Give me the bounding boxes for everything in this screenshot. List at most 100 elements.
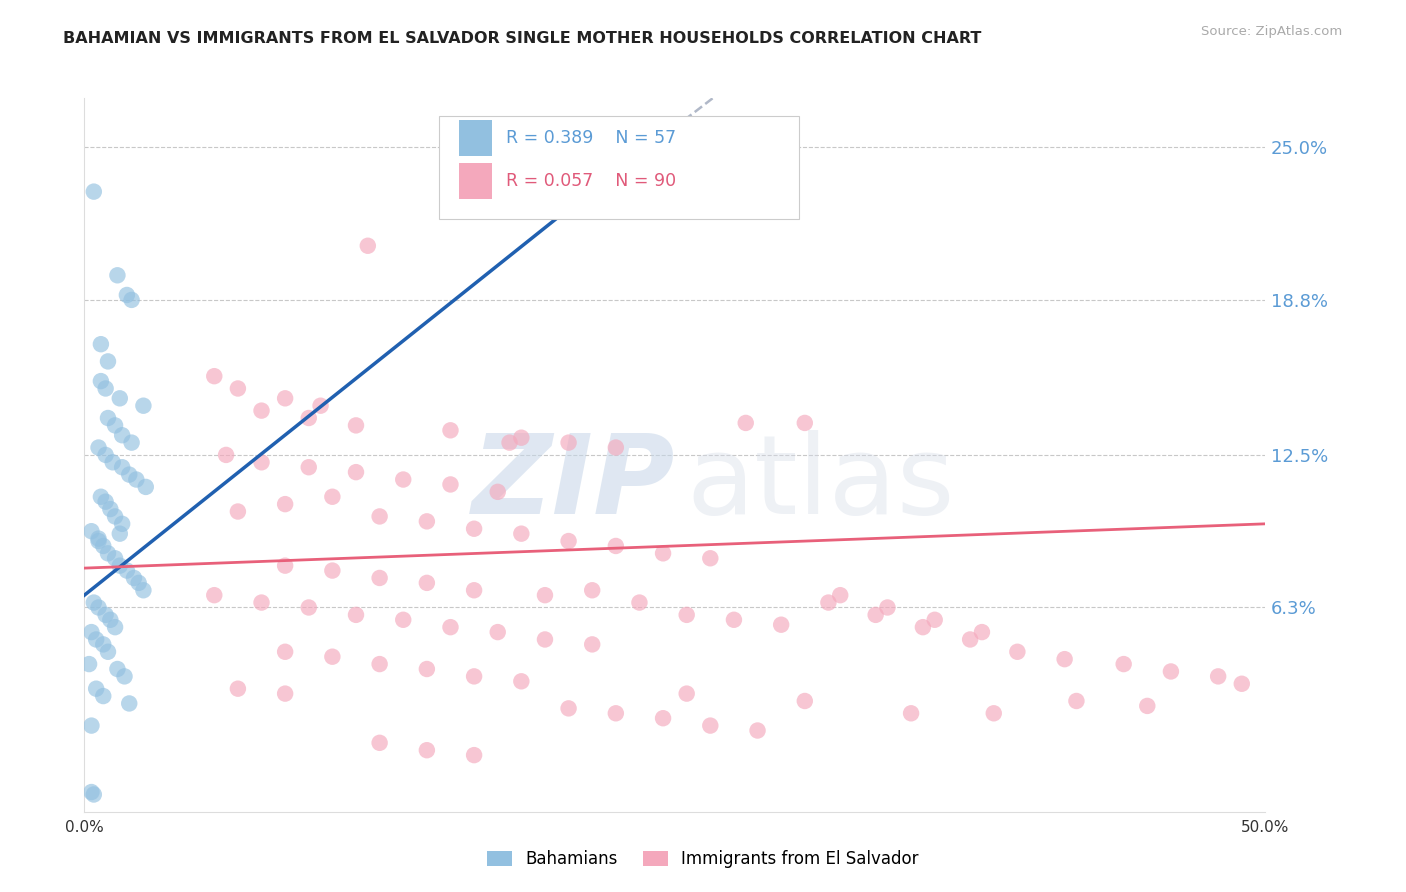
Point <box>80 718 103 732</box>
Point <box>111 460 134 475</box>
Point <box>80 625 103 640</box>
Point <box>983 706 1005 721</box>
Point <box>463 583 485 598</box>
Point <box>817 596 839 610</box>
Point <box>734 416 756 430</box>
Point <box>876 600 898 615</box>
Point <box>250 596 273 610</box>
Point <box>1206 669 1229 683</box>
Point <box>226 382 249 396</box>
Point <box>226 504 249 518</box>
Point <box>132 399 155 413</box>
Point <box>1230 677 1253 691</box>
Point <box>463 522 485 536</box>
Point <box>699 551 721 566</box>
Point <box>793 416 815 430</box>
Point <box>368 736 391 750</box>
Point <box>91 539 114 553</box>
Point <box>652 546 675 560</box>
Point <box>392 613 415 627</box>
Point <box>793 694 815 708</box>
Point <box>510 431 533 445</box>
Point <box>534 588 557 602</box>
Point <box>1160 665 1182 679</box>
Point <box>97 546 120 560</box>
Point <box>486 625 509 640</box>
Point <box>581 637 603 651</box>
Point <box>723 613 745 627</box>
Point <box>274 687 297 701</box>
Point <box>98 502 121 516</box>
Point <box>510 526 533 541</box>
Point <box>80 785 103 799</box>
Point <box>274 392 297 406</box>
Point <box>439 423 461 437</box>
Point <box>114 669 136 683</box>
Point <box>344 465 367 479</box>
Point <box>321 564 343 578</box>
Point <box>125 473 148 487</box>
Point <box>111 428 134 442</box>
Point <box>91 637 114 651</box>
Point <box>274 645 297 659</box>
Point <box>250 455 273 469</box>
Point <box>77 657 100 671</box>
Point <box>344 418 367 433</box>
FancyBboxPatch shape <box>458 120 492 156</box>
Point <box>344 607 367 622</box>
Point <box>557 435 579 450</box>
Point <box>98 613 121 627</box>
Point <box>90 337 112 351</box>
Point <box>274 497 297 511</box>
Point <box>605 706 627 721</box>
Point <box>94 448 117 462</box>
Point <box>274 558 297 573</box>
FancyBboxPatch shape <box>458 163 492 199</box>
Point <box>439 620 461 634</box>
Point <box>675 687 697 701</box>
Point <box>747 723 769 738</box>
Point <box>439 477 461 491</box>
Point <box>675 607 697 622</box>
Point <box>115 288 138 302</box>
Point <box>108 526 131 541</box>
Point <box>605 539 627 553</box>
Point <box>101 455 124 469</box>
Point <box>84 681 107 696</box>
Point <box>298 600 321 615</box>
Point <box>900 706 922 721</box>
Point <box>94 494 117 508</box>
Point <box>1136 698 1159 713</box>
Point <box>416 743 439 757</box>
Legend: Bahamians, Immigrants from El Salvador: Bahamians, Immigrants from El Salvador <box>481 844 925 875</box>
Point <box>250 403 273 417</box>
Point <box>534 632 557 647</box>
Point <box>486 484 509 499</box>
Text: ZIP: ZIP <box>471 430 675 537</box>
Point <box>83 788 105 802</box>
Point <box>202 369 225 384</box>
Point <box>463 748 485 763</box>
Point <box>357 239 380 253</box>
Point <box>581 583 603 598</box>
Point <box>121 435 143 450</box>
Point <box>463 669 485 683</box>
Point <box>368 657 391 671</box>
Point <box>699 718 721 732</box>
Point <box>959 632 981 647</box>
Point <box>416 662 439 676</box>
Point <box>135 480 157 494</box>
Point <box>510 674 533 689</box>
Point <box>90 490 112 504</box>
Point <box>911 620 934 634</box>
Point <box>770 617 793 632</box>
Point <box>128 575 150 590</box>
Point <box>298 411 321 425</box>
Point <box>97 354 120 368</box>
Point <box>83 596 105 610</box>
Point <box>108 392 131 406</box>
Point <box>202 588 225 602</box>
Text: R = 0.057    N = 90: R = 0.057 N = 90 <box>506 171 676 190</box>
Point <box>90 374 112 388</box>
Point <box>368 509 391 524</box>
